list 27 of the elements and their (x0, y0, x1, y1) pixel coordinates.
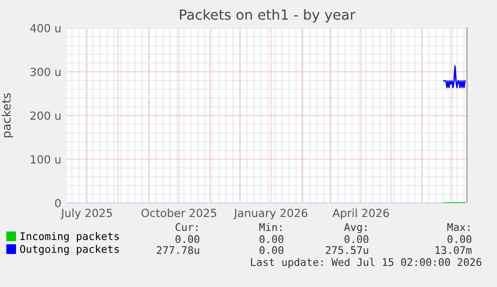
text: 0.00 (176, 235, 200, 244)
text: 277.78u (156, 246, 200, 254)
line-series (443, 65, 466, 88)
text: 0.00 (448, 235, 472, 244)
text: 275.57u (326, 246, 368, 254)
text: Min: (259, 222, 282, 231)
text: Cur: (176, 223, 198, 232)
y-tick-label: 100 u (30, 155, 60, 164)
text: 0.00 (344, 235, 368, 244)
text: 13.07m (436, 246, 472, 254)
text: Avg: (344, 223, 366, 234)
y-tick-label: 400 u (30, 24, 60, 32)
x-tick-label: January 2026 (233, 208, 308, 220)
x-tick-label: October 2025 (141, 208, 216, 218)
y-tick-label: 0 (55, 198, 61, 208)
x-tick-label: April 2026 (332, 208, 389, 220)
text: 0.00 (260, 235, 284, 244)
text: Max: (447, 223, 470, 232)
y-tick-label: 200 u (30, 111, 60, 120)
y-tick-label: 300 u (30, 68, 60, 76)
text: 0.00 (260, 246, 284, 254)
x-tick-label: July 2025 (60, 208, 112, 220)
chart-title: Packets on eth1 - by year (180, 9, 356, 23)
y-axis-title: packets (2, 93, 13, 138)
text: Last update: Wed Jul 15 02:00:00 2026 (251, 258, 482, 268)
legend-label: Incoming packets (20, 232, 119, 242)
legend-label: Outgoing packets (20, 244, 119, 256)
